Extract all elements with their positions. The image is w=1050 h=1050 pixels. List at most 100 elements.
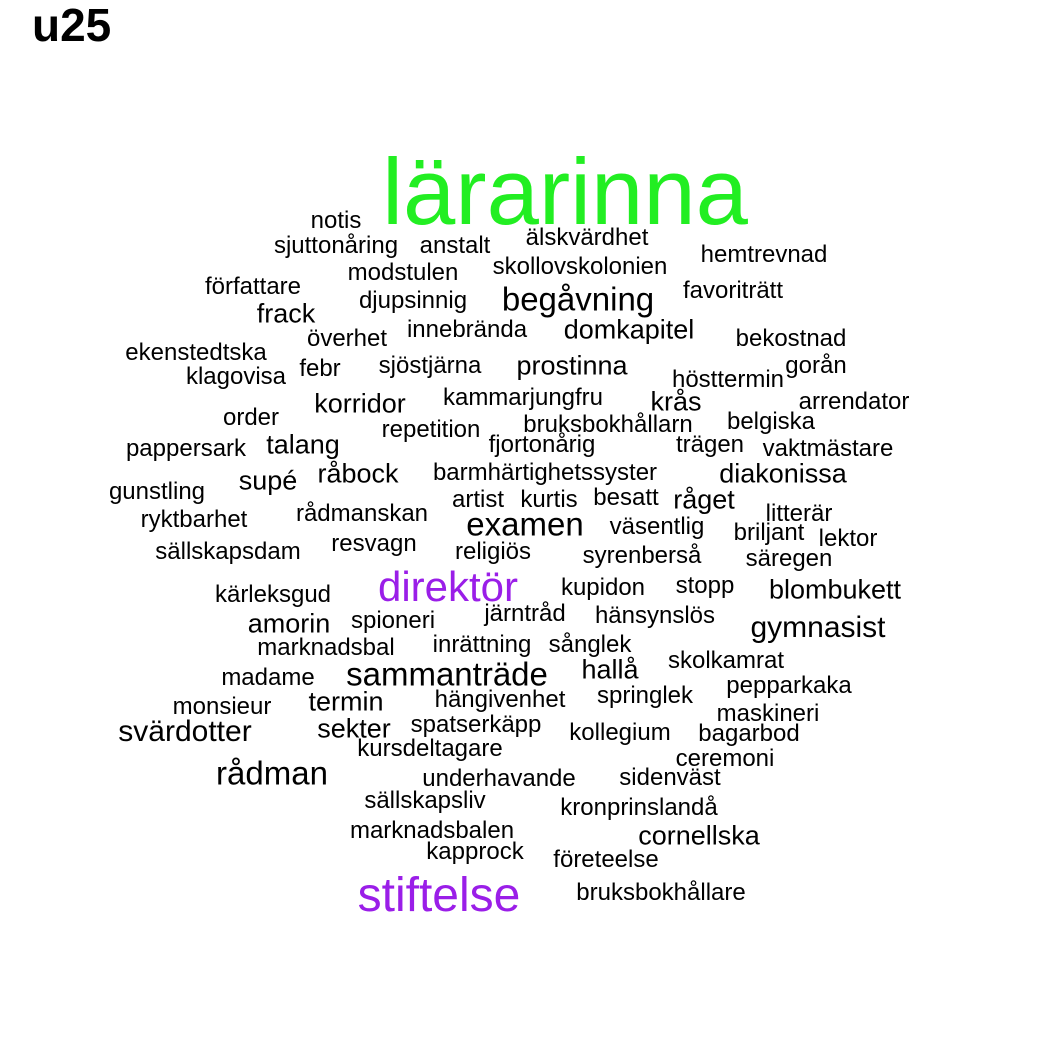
- word-saregen: säregen: [745, 545, 833, 572]
- word-ryktbarhet: ryktbarhet: [140, 506, 248, 533]
- word-resvagn: resvagn: [331, 530, 417, 557]
- word-sekter: sekter: [317, 713, 391, 744]
- word-hosttermin: hösttermin: [671, 366, 785, 393]
- word-direktor: direktör: [377, 563, 519, 610]
- word-kapprock: kapprock: [426, 838, 524, 865]
- word-jarntrad: järntråd: [484, 600, 566, 627]
- word-ceremoni: ceremoni: [675, 745, 775, 772]
- word-sjostjarna: sjöstjärna: [378, 352, 482, 379]
- word-briljant: briljant: [733, 519, 805, 546]
- word-inrattning: inrättning: [432, 631, 532, 658]
- word-korridor: korridor: [314, 388, 406, 419]
- word-maskineri: maskineri: [716, 700, 820, 727]
- word-supe: supé: [238, 465, 298, 496]
- word-kollegium: kollegium: [569, 719, 671, 746]
- word-amorin: amorin: [247, 608, 331, 639]
- word-stiftelse: stiftelse: [357, 869, 521, 922]
- word-kammarjungfru: kammarjungfru: [442, 384, 604, 411]
- word-spioneri: spioneri: [350, 607, 436, 634]
- word-lektor: lektor: [818, 525, 878, 552]
- word-djupsinnig: djupsinnig: [358, 287, 468, 314]
- word-lararinna: lärarinna: [382, 139, 748, 244]
- word-kras: krås: [650, 386, 702, 417]
- word-innebranda: innebrända: [406, 316, 528, 343]
- word-kursdeltagare: kursdeltagare: [357, 735, 503, 762]
- word-hansynslos: hänsynslös: [594, 602, 716, 629]
- word-radman: rådman: [216, 754, 328, 792]
- word-besatt: besatt: [593, 484, 659, 511]
- word-blombukett: blombukett: [768, 574, 902, 605]
- word-frack: frack: [256, 298, 316, 329]
- word-vaktmastare: vaktmästare: [762, 435, 894, 462]
- word-barmhartighetssyster: barmhärtighetssyster: [432, 459, 658, 486]
- word-hangivenhet: hängivenhet: [434, 686, 566, 713]
- word-goran: gorån: [785, 352, 847, 379]
- word-spatserkapp: spatserkäpp: [410, 711, 542, 738]
- word-halla: hallå: [581, 654, 639, 685]
- word-klagovisa: klagovisa: [185, 363, 287, 390]
- word-skollovskolonien: skollovskolonien: [492, 253, 668, 280]
- word-cornellska: cornellska: [638, 820, 760, 851]
- word-favoritratt: favoriträtt: [682, 277, 784, 304]
- word-notis: notis: [310, 207, 362, 234]
- word-sanglek: sånglek: [548, 631, 632, 658]
- word-talang: talang: [266, 429, 340, 460]
- word-syrenbersa: syrenberså: [582, 542, 702, 569]
- word-pappersark: pappersark: [125, 435, 247, 462]
- word-sjuttonaring: sjuttonåring: [273, 232, 399, 259]
- word-forfattare: författare: [204, 273, 302, 300]
- word-litterar: litterär: [765, 500, 833, 527]
- word-radmanskan: rådmanskan: [295, 500, 429, 527]
- word-belgiska: belgiska: [726, 408, 816, 435]
- word-monsieur: monsieur: [172, 693, 272, 720]
- word-repetition: repetition: [381, 416, 481, 443]
- word-springlek: springlek: [596, 682, 694, 709]
- word-sammantrade: sammanträde: [346, 655, 548, 693]
- word-svardotter: svärdotter: [118, 715, 252, 748]
- word-order: order: [222, 404, 280, 431]
- word-gunstling: gunstling: [108, 478, 206, 505]
- word-alskvardhet: älskvärdhet: [525, 224, 649, 251]
- word-modstulen: modstulen: [347, 259, 459, 286]
- word-fjortonarig: fjortonårig: [488, 431, 596, 458]
- word-sidenvast: sidenväst: [619, 764, 721, 791]
- word-bruksbokhallarn: bruksbokhållarn: [523, 411, 693, 438]
- word-marknadsbal: marknadsbal: [257, 634, 395, 661]
- word-prostinna: prostinna: [516, 350, 628, 381]
- word-rabock: råbock: [317, 458, 399, 489]
- word-raget: råget: [673, 484, 735, 515]
- word-bekostnad: bekostnad: [735, 325, 847, 352]
- word-underhavande: underhavande: [422, 765, 576, 792]
- word-artist: artist: [451, 486, 505, 513]
- word-vasentlig: väsentlig: [609, 513, 705, 540]
- word-sallskapsdam: sällskapsdam: [155, 538, 301, 565]
- word-marknadsbalen: marknadsbalen: [349, 817, 515, 844]
- word-domkapitel: domkapitel: [563, 314, 695, 345]
- word-madame: madame: [221, 664, 315, 691]
- word-termin: termin: [308, 686, 384, 717]
- word-kronprinslanda: kronprinslandå: [560, 794, 718, 821]
- word-tragen: trägen: [675, 431, 745, 458]
- word-begavning: begåvning: [501, 280, 655, 318]
- word-religios: religiös: [454, 538, 532, 565]
- word-ekenstedtska: ekenstedtska: [125, 339, 267, 366]
- word-bruksbokhallare: bruksbokhållare: [576, 879, 746, 906]
- word-febr: febr: [299, 355, 341, 382]
- word-overhet: överhet: [306, 325, 388, 352]
- word-arrendator: arrendator: [798, 388, 910, 415]
- page-title: u25: [32, 0, 112, 51]
- word-skolkamrat: skolkamrat: [667, 647, 785, 674]
- word-examen: examen: [466, 505, 584, 543]
- word-diakonissa: diakonissa: [719, 458, 847, 489]
- word-karleksgud: kärleksgud: [214, 581, 332, 608]
- word-anstalt: anstalt: [419, 232, 491, 259]
- word-gymnasist: gymnasist: [750, 611, 886, 644]
- word-sallskapsliv: sällskapsliv: [364, 787, 486, 814]
- word-hemtrevnad: hemtrevnad: [700, 241, 828, 268]
- word-pepparkaka: pepparkaka: [726, 672, 852, 699]
- word-bagarbod: bagarbod: [698, 720, 800, 747]
- word-foreteelse: företeelse: [553, 846, 659, 873]
- word-kurtis: kurtis: [520, 486, 578, 513]
